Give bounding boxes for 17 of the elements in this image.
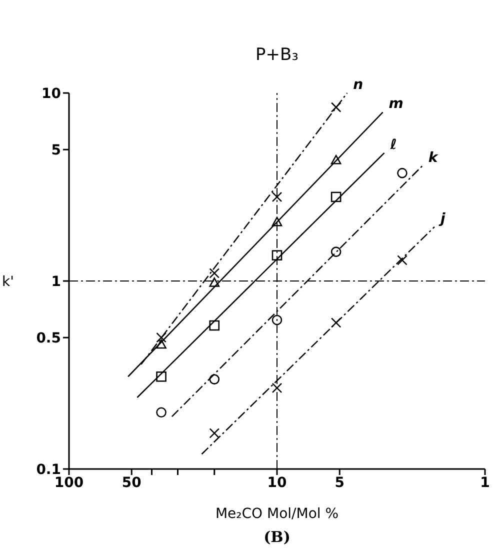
x-tick-label: 1 — [480, 474, 490, 491]
series-label: m — [388, 96, 404, 112]
x-tick-label: 10 — [267, 474, 287, 491]
text: (B) — [262, 528, 292, 546]
series-label: ℓ — [389, 136, 397, 153]
x-tick-label: 5 — [334, 474, 344, 491]
x-tick-label: 50 — [122, 474, 142, 491]
y-tick-label: 1 — [51, 274, 61, 290]
x-axis-title: Me₂CO Mol/Mol % — [215, 506, 339, 522]
y-tick-label: 10 — [42, 86, 62, 102]
series-label: k — [428, 150, 440, 166]
series-label: n — [353, 77, 364, 93]
series-label: j — [438, 210, 446, 227]
y-tick-label: 5 — [51, 142, 61, 159]
chart-title: P+B₃ — [254, 45, 300, 65]
y-tick-label: 0.5 — [36, 330, 61, 347]
y-axis-title: k' — [2, 274, 14, 290]
